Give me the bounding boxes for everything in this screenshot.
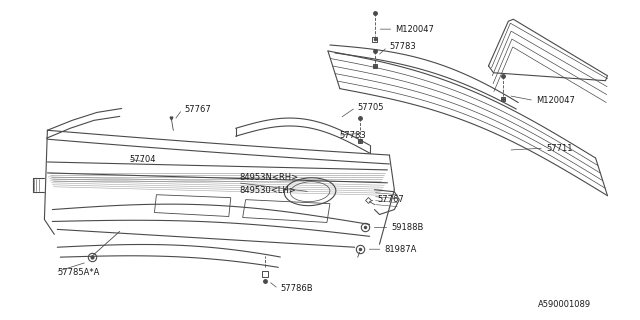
- Text: 57767: 57767: [184, 105, 211, 114]
- Text: 57786B: 57786B: [280, 284, 313, 293]
- Text: M120047: M120047: [536, 96, 575, 105]
- Text: 57785A*A: 57785A*A: [58, 268, 100, 276]
- Text: 84953N<RH>: 84953N<RH>: [240, 173, 299, 182]
- Text: 57783: 57783: [340, 131, 367, 140]
- Text: 57783: 57783: [389, 43, 416, 52]
- Text: 57705: 57705: [358, 103, 384, 112]
- Text: 57711: 57711: [546, 144, 573, 153]
- Text: 57767: 57767: [378, 195, 404, 204]
- Text: A590001089: A590001089: [538, 300, 591, 309]
- Text: M120047: M120047: [396, 25, 434, 34]
- Text: 81987A: 81987A: [385, 245, 417, 254]
- Text: 57704: 57704: [130, 155, 156, 164]
- Text: 849530<LH>: 849530<LH>: [240, 186, 296, 195]
- Text: 59188B: 59188B: [392, 223, 424, 232]
